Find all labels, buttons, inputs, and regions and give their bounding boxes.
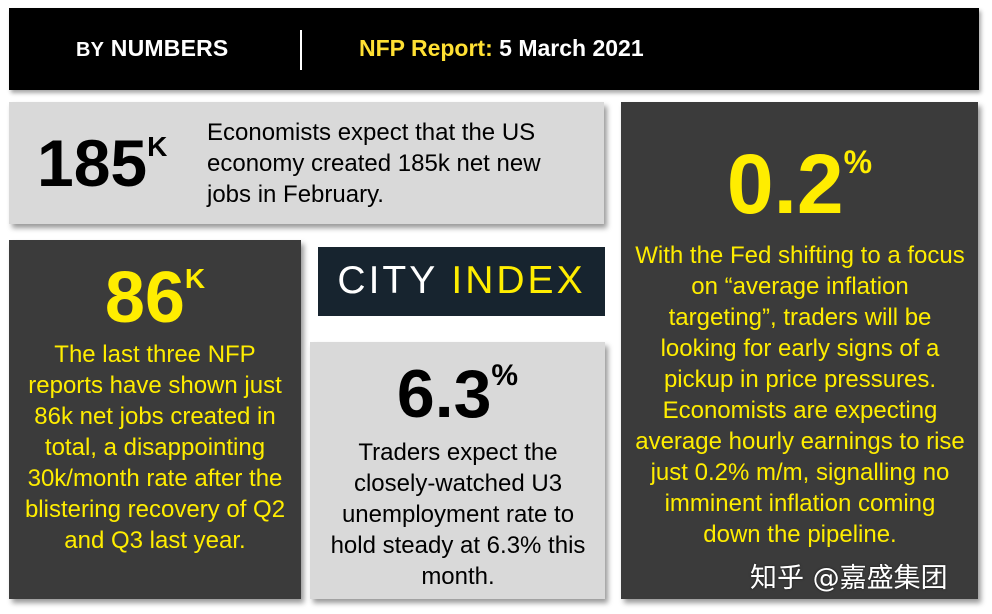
by-label: BY <box>76 39 105 61</box>
stat-0-2pct-number: 0.2 <box>726 137 844 231</box>
logo-city: CITY <box>337 259 438 302</box>
stat-86k-unit: K <box>184 263 206 294</box>
stat-0-2pct-value: 0.2% <box>621 142 978 226</box>
stat-6-3pct-text: Traders expect the closely-watched U3 un… <box>330 439 586 590</box>
stat-6-3pct-unit: % <box>491 359 519 392</box>
stat-0-2pct-text: With the Fed shifting to a focus on “ave… <box>635 242 965 548</box>
watermark: 知乎 @嘉盛集团 <box>750 563 948 594</box>
stat-86k-text: The last three NFP reports have shown ju… <box>24 341 286 554</box>
report-date: 5 March 2021 <box>499 35 644 61</box>
stat-86k-number: 86 <box>104 258 185 338</box>
stat-6-3pct-number: 6.3 <box>396 356 492 432</box>
report-title: NFP Report: 5 March 2021 <box>359 35 644 62</box>
header-divider <box>300 30 302 70</box>
logo-text: CITY INDEX <box>318 261 605 300</box>
numbers-label: NUMBERS <box>110 35 229 61</box>
by-numbers-title: BY NUMBERS <box>76 35 228 62</box>
header-bar: BY NUMBERS NFP Report: 5 March 2021 <box>9 8 979 90</box>
stat-86k-value: 86K <box>9 262 301 334</box>
stat-185k-value: 185K <box>37 130 167 196</box>
report-label: NFP Report: <box>359 35 493 61</box>
stat-185k-text: Economists expect that the US economy cr… <box>207 119 541 208</box>
stat-card-6-3pct: 6.3% Traders expect the closely-watched … <box>310 342 605 599</box>
stat-185k-number: 185 <box>37 126 148 200</box>
city-index-logo: CITY INDEX <box>318 247 605 316</box>
stat-card-0-2pct: 0.2% With the Fed shifting to a focus on… <box>621 102 978 599</box>
stat-6-3pct-value: 6.3% <box>310 360 605 428</box>
stat-card-185k: 185K Economists expect that the US econo… <box>9 102 604 224</box>
stat-card-86k: 86K The last three NFP reports have show… <box>9 240 301 599</box>
stat-0-2pct-unit: % <box>843 144 873 180</box>
stat-185k-unit: K <box>147 131 168 162</box>
logo-index: INDEX <box>451 259 586 302</box>
